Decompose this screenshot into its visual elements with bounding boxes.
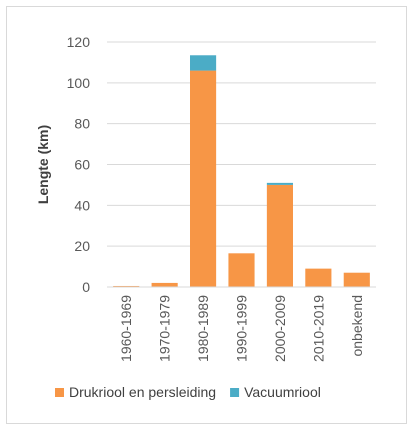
bar-1960-1969-series-0 bbox=[113, 285, 140, 287]
bar-1980-1989-series-1 bbox=[190, 55, 217, 71]
x-tick-label: 2010-2019 bbox=[310, 295, 326, 362]
y-axis-ticks: 0 20 40 60 80 100 120 bbox=[67, 34, 91, 295]
y-tick-label: 100 bbox=[67, 75, 91, 91]
y-tick-label: 20 bbox=[74, 238, 90, 254]
legend-swatch bbox=[230, 388, 240, 397]
bar-2000-2009-series-1 bbox=[266, 182, 293, 185]
x-tick-label: 1980-1989 bbox=[195, 295, 211, 362]
bar-1990-1999-series-0 bbox=[228, 253, 255, 287]
y-tick-label: 0 bbox=[82, 279, 90, 295]
y-axis-label: Lengte (km) bbox=[35, 125, 51, 204]
bar-onbekend-series-0 bbox=[343, 272, 370, 287]
x-tick-label: 1960-1969 bbox=[118, 295, 134, 362]
x-tick-label: 1970-1979 bbox=[157, 295, 173, 362]
legend-label: Drukriool en persleiding bbox=[69, 384, 216, 400]
bar-1970-1979-series-0 bbox=[151, 282, 178, 287]
bars bbox=[113, 55, 370, 287]
gridlines bbox=[107, 41, 376, 247]
bar-2010-2019-series-0 bbox=[305, 268, 332, 287]
y-tick-label: 80 bbox=[74, 116, 90, 132]
x-tick-label: onbekend bbox=[349, 295, 365, 357]
y-tick-label: 40 bbox=[74, 197, 90, 213]
legend-swatch bbox=[55, 388, 64, 397]
bar-2000-2009-series-0 bbox=[266, 184, 293, 287]
x-axis-ticks: 1960-1969 1970-1979 1980-1989 1990-1999 2000… bbox=[118, 295, 365, 362]
y-tick-label: 60 bbox=[74, 157, 90, 173]
legend: Drukriool en persleiding Vacuumriool bbox=[55, 384, 321, 400]
y-tick-label: 120 bbox=[67, 34, 91, 50]
x-tick-label: 2000-2009 bbox=[272, 295, 288, 362]
bar-1980-1989-series-0 bbox=[190, 70, 217, 287]
x-tick-label: 1990-1999 bbox=[234, 295, 250, 362]
legend-label: Vacuumriool bbox=[244, 384, 321, 400]
